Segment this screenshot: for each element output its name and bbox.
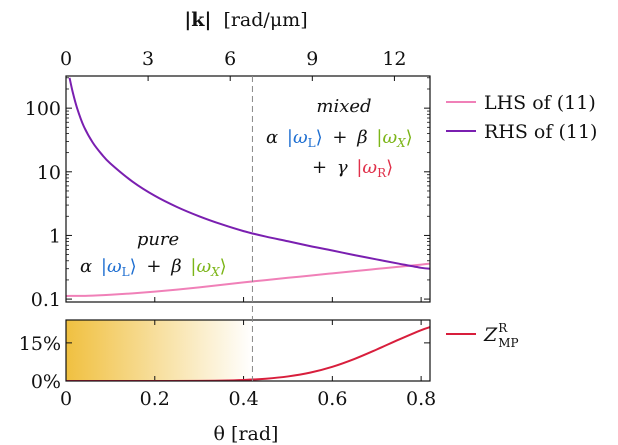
annotation-pure: pure α |ωL⟩ + β |ωX⟩ [80,229,227,279]
bottom-panel-frame [65,319,431,382]
x-tick-label-4: 0.8 [406,388,436,410]
top-ticks-layer: 0 3 6 9 12 0.1 1 10 100 [25,48,430,311]
legend-label-rhs: RHS of (11) [484,121,597,143]
x-axis-title: θ [rad] [214,423,279,445]
x-tick-label-2: 0.4 [228,388,258,410]
top-panel-frame [65,75,431,303]
shaded-region [66,320,253,381]
top-k-tick-label-4: 12 [382,48,406,70]
top-axis-title: |k| [rad/μm] [184,9,307,31]
legend-entry-lhs: LHS of (11) [446,92,596,114]
legend-label-zmp: ZR MP [483,321,519,350]
top-k-tick-label-2: 6 [224,48,236,70]
pure-omega-L-ket: | [101,256,107,277]
x-tick-label-0: 0 [60,388,72,410]
top-panel: 0 3 6 9 12 0.1 1 10 100 [25,48,431,311]
svg-text:|k| [rad/μm]: |k| [rad/μm] [184,9,307,31]
top-axis-title-main: |k| [184,9,211,31]
top-k-tick-label-0: 0 [60,48,72,70]
legend-entry-rhs: RHS of (11) [446,121,597,143]
legend-label-lhs: LHS of (11) [484,92,596,114]
annotation-mixed-formula-line1: α |ωL⟩ + β |ωX⟩ [266,127,413,150]
annotation-mixed: mixed α |ωL⟩ + β |ωX⟩ + γ |ωR⟩ [266,96,413,180]
annotation-pure-title: pure [137,229,179,250]
y-tick-label-3: 100 [25,98,61,120]
bottom-y-tick-label-0: 0% [31,371,61,393]
annotation-pure-formula: α |ωL⟩ + β |ωX⟩ [80,256,227,279]
legend: LHS of (11) RHS of (11) ZR MP [446,92,597,350]
series-line-rhs [68,77,430,270]
y-tick-label-1: 1 [49,225,61,247]
bottom-ticks-layer: 0 0.2 0.4 0.6 0.8 0% 15% [19,320,436,410]
top-k-tick-label-3: 9 [306,48,318,70]
top-lines-layer [66,77,430,297]
annotation-mixed-formula-line2: + γ |ωR⟩ [312,157,393,180]
top-axis-title-unit: [rad/μm] [223,9,307,31]
series-line-lhs [66,262,430,297]
y-tick-label-0: 0.1 [31,289,61,311]
bottom-y-tick-label-1: 15% [19,333,61,355]
bottom-panel: 0 0.2 0.4 0.6 0.8 0% 15% [19,319,436,410]
x-tick-label-1: 0.2 [140,388,170,410]
x-tick-label-3: 0.6 [317,388,347,410]
top-k-tick-label-1: 3 [142,48,154,70]
legend-entry-zmp: ZR MP [446,321,519,350]
annotation-mixed-title: mixed [316,96,371,117]
y-tick-label-2: 10 [37,162,61,184]
